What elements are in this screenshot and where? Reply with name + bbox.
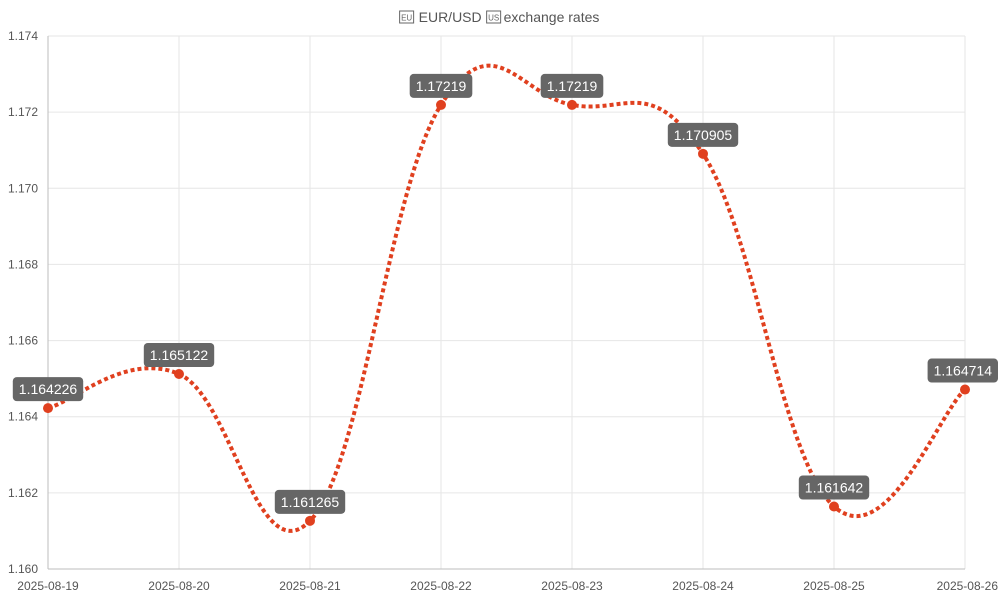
data-label: 1.164226 xyxy=(12,377,84,402)
data-label-text: 1.161642 xyxy=(805,479,864,495)
data-label-text: 1.17219 xyxy=(547,78,598,94)
data-point[interactable] xyxy=(43,403,53,414)
data-label-text: 1.165122 xyxy=(150,347,209,363)
svg-text:US: US xyxy=(488,14,499,23)
y-tick-label: 1.174 xyxy=(8,29,38,43)
x-tick-label: 2025-08-25 xyxy=(803,579,865,593)
axes xyxy=(47,36,965,570)
y-tick-label: 1.164 xyxy=(8,410,38,424)
data-label-box xyxy=(667,122,739,147)
eu-flag-icon: EU xyxy=(399,10,415,24)
data-label-text: 1.17219 xyxy=(416,78,467,94)
data-label-box xyxy=(927,358,998,383)
data-label-box xyxy=(540,73,604,98)
data-label: 1.164714 xyxy=(927,358,998,383)
y-tick-label: 1.166 xyxy=(8,334,38,348)
data-label: 1.161265 xyxy=(274,489,346,514)
chart-title: EUR/USD exchange rates xyxy=(419,9,600,25)
y-tick-label: 1.172 xyxy=(8,105,38,119)
data-label-text: 1.170905 xyxy=(674,127,733,143)
x-tick-label: 2025-08-24 xyxy=(672,579,734,593)
data-label-box xyxy=(798,475,870,500)
x-tick-label: 2025-08-26 xyxy=(937,579,999,593)
data-label-text: 1.161265 xyxy=(281,494,340,510)
x-tick-label: 2025-08-19 xyxy=(17,579,79,593)
y-tick-label: 1.168 xyxy=(8,257,38,271)
series-line-group xyxy=(47,63,967,533)
x-tick-label: 2025-08-22 xyxy=(410,579,472,593)
data-point[interactable] xyxy=(174,368,184,379)
data-point[interactable] xyxy=(698,148,708,159)
data-label: 1.17219 xyxy=(540,73,604,98)
data-label-box xyxy=(12,377,84,402)
data-point[interactable] xyxy=(960,384,970,395)
data-label-box xyxy=(143,342,215,367)
data-label-text: 1.164226 xyxy=(19,381,78,397)
data-label: 1.17219 xyxy=(409,73,473,98)
svg-text:EU: EU xyxy=(401,14,412,23)
data-label: 1.165122 xyxy=(143,342,215,367)
tick-labels: 1.160 1.162 1.164 1.166 1.168 1.170 1.172 1.174… xyxy=(8,29,998,593)
y-tick-label: 1.170 xyxy=(8,181,38,195)
data-point[interactable] xyxy=(305,515,315,526)
x-tick-label: 2025-08-23 xyxy=(541,579,603,593)
data-point[interactable] xyxy=(436,99,446,110)
x-tick-label: 2025-08-21 xyxy=(279,579,341,593)
series-line xyxy=(47,63,967,533)
y-tick-label: 1.160 xyxy=(8,562,38,576)
data-label: 1.170905 xyxy=(667,122,739,147)
data-point[interactable] xyxy=(567,99,577,110)
us-flag-icon: US xyxy=(486,10,502,24)
x-tick-label: 2025-08-20 xyxy=(148,579,210,593)
data-point[interactable] xyxy=(829,501,839,512)
data-label-box xyxy=(409,73,473,98)
y-tick-label: 1.162 xyxy=(8,486,38,500)
data-points xyxy=(43,99,970,526)
data-label-text: 1.164714 xyxy=(934,363,993,379)
data-labels: 1.164226 1.165122 1.161265 1.17219 1.17219 1.… xyxy=(12,73,998,514)
data-label-box xyxy=(274,489,346,514)
chart-title-group: EU EUR/USD exchange rates US xyxy=(399,9,600,25)
data-label: 1.161642 xyxy=(798,475,870,500)
